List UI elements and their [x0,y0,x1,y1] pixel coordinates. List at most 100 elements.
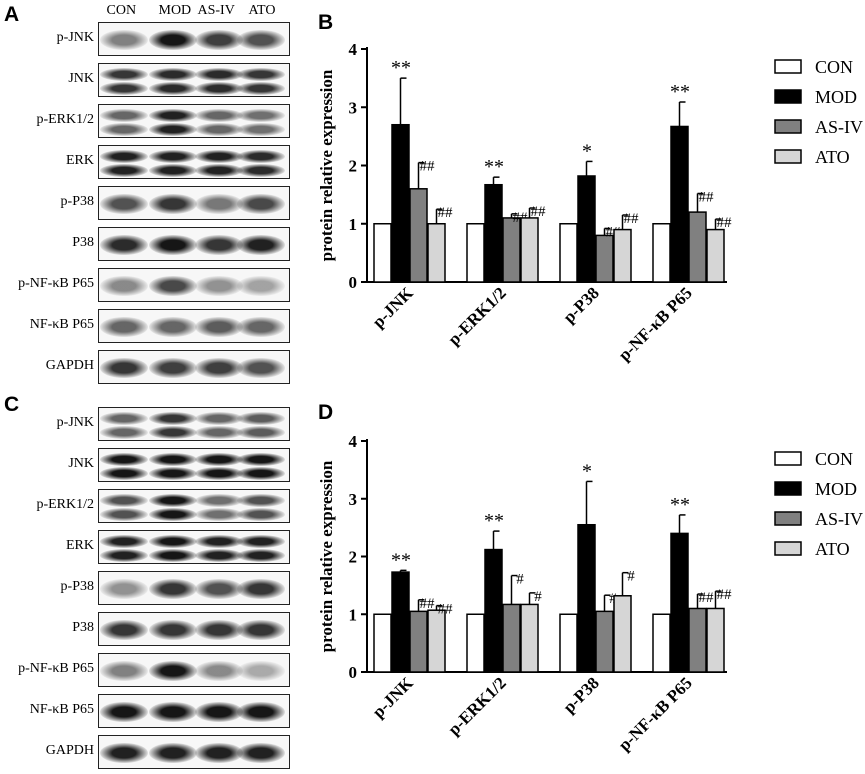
bar [706,228,725,283]
blot-band [195,316,243,338]
significance-mark: ## [420,159,436,175]
significance-mark: ## [624,211,640,227]
blot-band [195,466,243,480]
blot-row-label: p-NF-κB P65 [18,276,94,291]
blot-strip [98,448,290,482]
bar [391,571,410,673]
legend-swatch [774,59,802,74]
blot-row-label: NF-κB P65 [29,317,94,332]
blot-band [100,548,148,562]
bar [466,613,485,673]
blot-band [149,150,197,163]
blot-band [195,357,243,379]
blot-strip [98,145,290,179]
bar [577,523,596,673]
significance-mark: ** [484,510,504,532]
blot-strip [98,694,290,728]
y-tick-label: 4 [349,40,358,59]
blot-band [195,535,243,548]
significance-mark: * [582,140,592,162]
blot-row-label: GAPDH [45,743,94,758]
blot-band [100,701,148,723]
bar [427,609,446,673]
significance-mark: ## [420,596,436,612]
bar [559,613,578,673]
blot-band [237,494,285,507]
significance-mark: ** [670,494,690,516]
blot-band [100,122,148,136]
bar [670,125,689,283]
blot-band [149,357,197,379]
bar [409,188,428,283]
significance-mark: ** [670,81,690,103]
bar [577,175,596,283]
y-axis-label: protein relative expression [317,69,336,261]
blot-band [149,275,197,297]
blot-band [149,453,197,466]
blot-band [149,466,197,480]
blot-band [149,548,197,562]
significance-mark: ## [717,215,733,231]
blot-band [195,193,243,215]
blot-band [195,548,243,562]
panel-label-c: C [4,393,20,416]
legend-swatch [774,149,802,164]
blot-band [100,425,148,439]
lane-label: AS-IV [197,3,235,18]
legend-swatch [774,89,802,104]
bar [391,123,410,283]
blot-band [237,425,285,439]
bar [484,183,503,283]
blot-row-label: p-ERK1/2 [36,497,94,512]
blot-strip [98,309,290,343]
blot-row-label: JNK [68,71,94,86]
significance-mark: # [627,569,635,585]
blot-band [237,742,285,764]
blot-strip [98,104,290,138]
blot-strip [98,489,290,523]
blot-band [100,68,148,81]
bar [688,211,707,283]
blot-band [195,507,243,521]
blot-band [100,466,148,480]
lane-label: CON [106,3,137,18]
blot-band [237,578,285,600]
legend-label: CON [815,449,853,469]
panel-label-a: A [4,3,20,26]
blot-strip [98,186,290,220]
bar [409,610,428,673]
blot-band [237,453,285,466]
blot-band [149,316,197,338]
blot-strip [98,63,290,97]
category-label: p-ERK1/2 [444,283,510,349]
category-label: p-P38 [559,283,602,326]
blot-strip [98,268,290,302]
blot-band [149,81,197,95]
blot-band [195,81,243,95]
blot-band [237,548,285,562]
blot-row-label: p-P38 [60,194,94,209]
bar [466,223,485,283]
blot-strip [98,22,290,56]
blot-band [195,578,243,600]
blot-strip [98,653,290,687]
legend-label: AS-IV [815,117,863,137]
bar [373,613,392,673]
legend-label: MOD [815,87,857,107]
blot-band [237,68,285,81]
blot-band [195,494,243,507]
blot-band [100,234,148,256]
blot-band [237,150,285,163]
blot-strip [98,530,290,564]
legend-swatch [774,541,802,556]
blot-band [149,425,197,439]
blot-row-label: GAPDH [45,358,94,373]
blot-band [100,81,148,95]
blot-strip [98,227,290,261]
category-label: p-NF-κB P65 [615,673,696,754]
category-label: p-ERK1/2 [444,673,510,739]
y-tick-label: 2 [349,548,358,567]
blot-band [149,742,197,764]
y-tick-label: 0 [349,273,358,292]
